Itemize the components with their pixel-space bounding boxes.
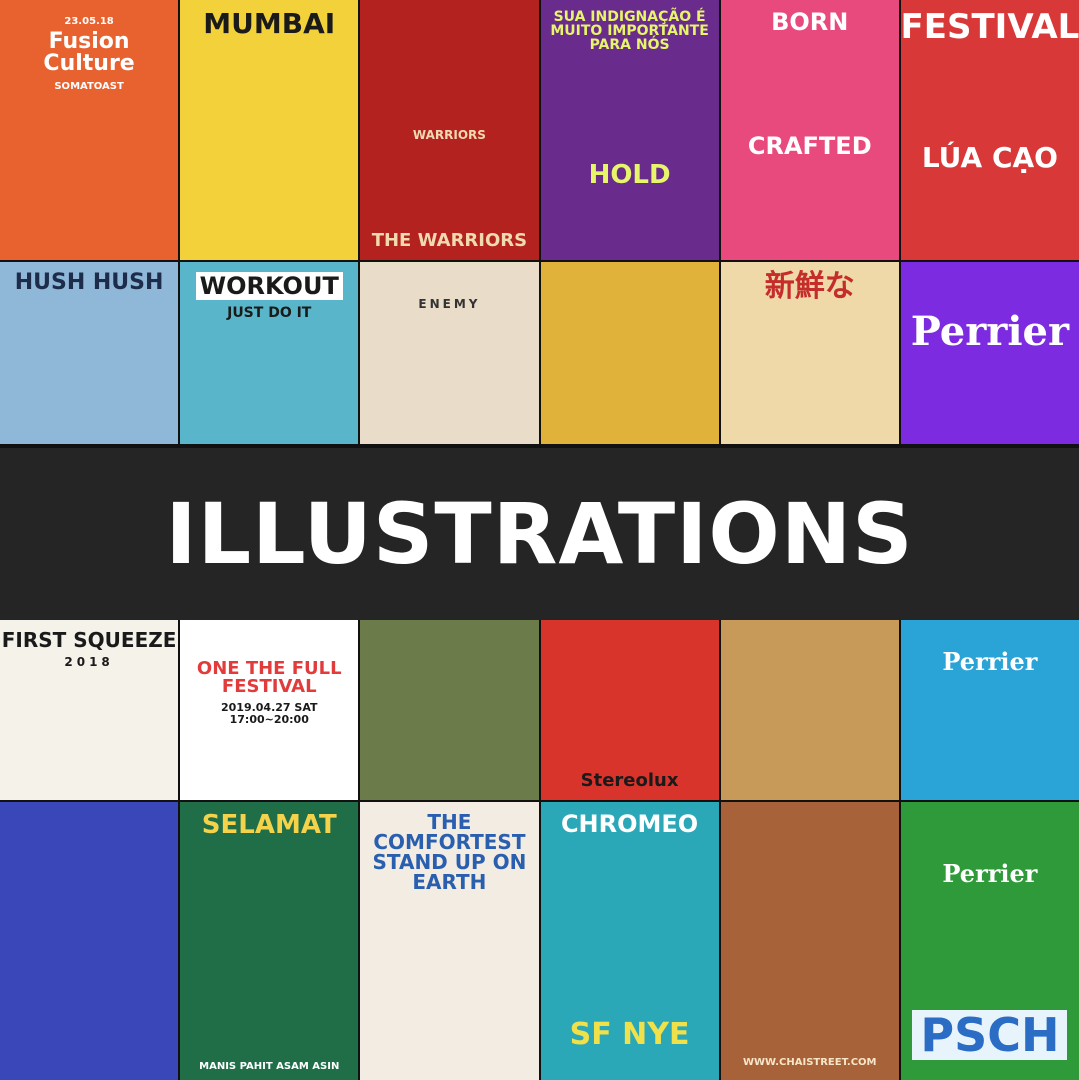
- tile-warriors[interactable]: WARRIORS THE WARRIORS: [360, 0, 539, 260]
- tile-perrier-purple[interactable]: Perrier: [900, 262, 1079, 444]
- tile-hold[interactable]: SUA INDIGNAÇÃO É MUITO IMPORTANTE PARA N…: [540, 0, 719, 260]
- tile-crafted[interactable]: BORN CRAFTED: [720, 0, 899, 260]
- banner-title: ILLUSTRATIONS: [165, 485, 914, 583]
- tile-one-the-full[interactable]: ONE THE FULL FESTIVAL 2019.04.27 SAT 17:…: [180, 620, 359, 800]
- tile-noodle-flower[interactable]: [720, 620, 899, 800]
- tile-workout[interactable]: WORKOUT JUST DO IT: [180, 262, 359, 444]
- illustration-grid-bottom: FIRST SQUEEZE 2018 ONE THE FULL FESTIVAL…: [0, 620, 1079, 1080]
- tile-fusion-culture[interactable]: 23.05.18 Fusion Culture SOMATOAST: [0, 0, 179, 260]
- tile-chai-street[interactable]: WWW.CHAISTREET.COM: [720, 802, 899, 1080]
- tile-stereolux[interactable]: Stereolux: [540, 620, 719, 800]
- tile-enemy[interactable]: ENEMY: [360, 262, 539, 444]
- tile-comfortest[interactable]: THE COMFORTEST STAND UP ON EARTH: [360, 802, 539, 1080]
- tile-ramen[interactable]: 新鮮な: [720, 262, 899, 444]
- title-banner: ILLUSTRATIONS: [0, 448, 1079, 620]
- tile-manga[interactable]: [540, 262, 719, 444]
- tile-chromeo[interactable]: CHROMEO SF NYE: [540, 802, 719, 1080]
- tile-hush-hush[interactable]: HUSH HUSH: [0, 262, 179, 444]
- tile-perrier-bottle[interactable]: Perrier: [900, 620, 1079, 800]
- tile-mumbai[interactable]: MUMBAI: [180, 0, 359, 260]
- tile-ufo[interactable]: [0, 802, 179, 1080]
- tile-giant[interactable]: [360, 620, 539, 800]
- tile-first-squeeze[interactable]: FIRST SQUEEZE 2018: [0, 620, 179, 800]
- illustration-grid-top: 23.05.18 Fusion Culture SOMATOAST MUMBAI…: [0, 0, 1079, 444]
- tile-festival-lua[interactable]: FESTIVAL LÚA CẠO: [900, 0, 1079, 260]
- tile-perrier-psch[interactable]: Perrier PSCH: [900, 802, 1079, 1080]
- tile-selamat[interactable]: SELAMAT MANIS PAHIT ASAM ASIN: [180, 802, 359, 1080]
